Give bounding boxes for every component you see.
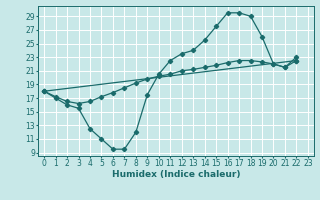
X-axis label: Humidex (Indice chaleur): Humidex (Indice chaleur) (112, 170, 240, 179)
